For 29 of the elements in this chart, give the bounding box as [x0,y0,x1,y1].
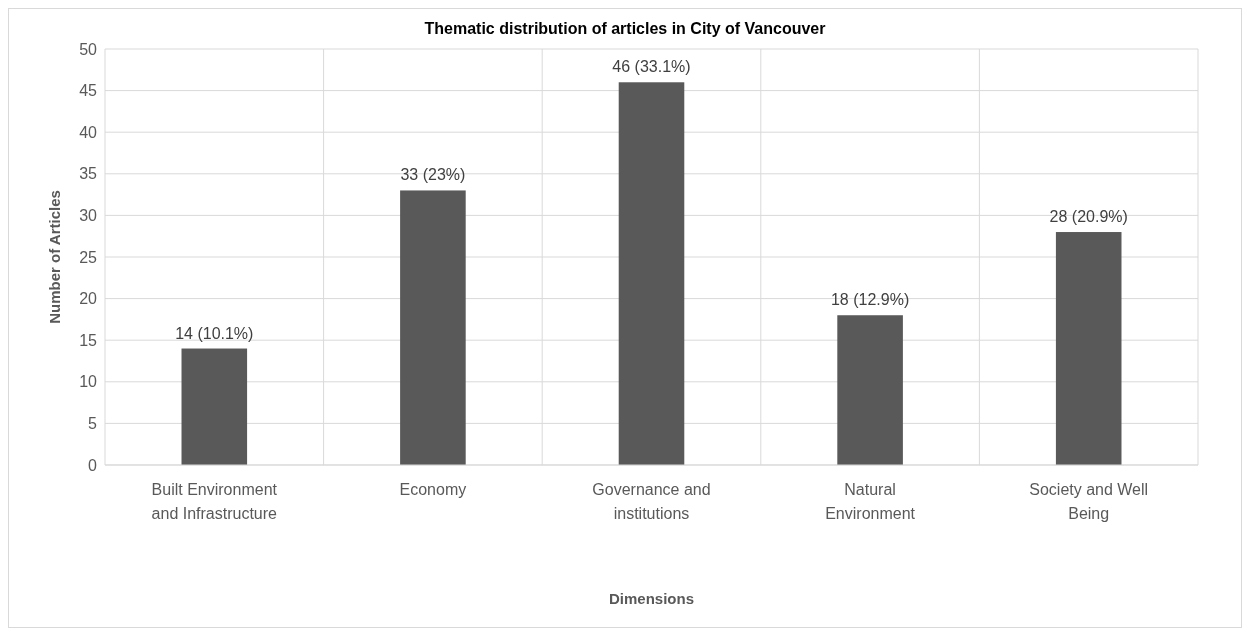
bar [400,190,466,465]
y-tick-label: 15 [79,331,98,349]
y-tick-label: 20 [79,290,98,308]
y-tick-label: 0 [88,456,98,474]
y-tick-label: 40 [79,123,98,141]
data-label: 46 (33.1%) [612,58,691,76]
data-label: 28 (20.9%) [1049,208,1128,226]
y-tick-label: 5 [88,415,98,432]
x-tick-label: Economy [399,481,467,498]
data-label: 33 (23%) [400,166,466,184]
x-tick-label: Natural Environment [825,481,916,522]
x-tick-label: Governance and institutions [592,481,711,522]
y-tick-label: 35 [79,165,98,183]
y-tick-label: 30 [79,207,98,224]
data-label: 18 (12.9%) [830,291,910,309]
bar [1055,232,1122,465]
chart-title: Thematic distribution of articles in City of Vancouver [424,20,826,37]
y-tick-label: 50 [79,40,98,58]
bar [618,82,685,465]
y-tick-label: 25 [79,248,98,266]
x-axis-title: Dimensions [608,590,695,607]
y-tick-label: 10 [79,373,98,391]
y-axis-title: Number of Articles [46,190,63,324]
bar [181,348,248,465]
data-label: 14 (10.1%) [175,324,254,342]
y-tick-label: 45 [79,82,98,100]
x-tick-label: Built Environment and Infrastructure [151,481,278,522]
x-tick-label: Society and Well Being [1029,481,1149,522]
bar [837,315,903,465]
